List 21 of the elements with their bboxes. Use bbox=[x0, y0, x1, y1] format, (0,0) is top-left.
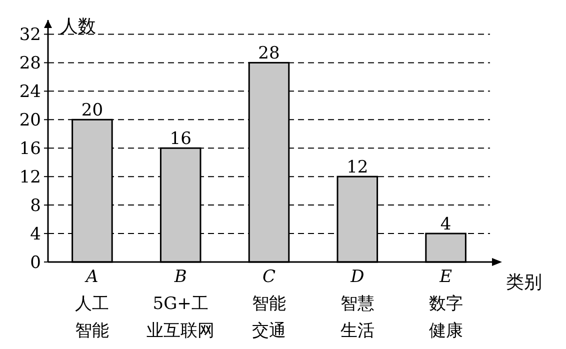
y-tick-label: 16 bbox=[19, 139, 41, 160]
x-axis-title: 类别 bbox=[506, 272, 542, 293]
y-tick-label: 8 bbox=[30, 196, 41, 216]
data-label: 28 bbox=[258, 44, 280, 64]
x-tick-label: E 数字健康 bbox=[428, 267, 463, 341]
x-tick-label: B 5G+工业互联网 bbox=[146, 267, 215, 341]
data-label: 20 bbox=[81, 100, 104, 121]
y-tick-label: 32 bbox=[19, 25, 41, 46]
y-tick-label: 28 bbox=[19, 54, 41, 74]
x-tick-label: D 智慧生活 bbox=[340, 267, 374, 341]
data-label: 16 bbox=[170, 129, 192, 150]
y-tick-label: 4 bbox=[30, 224, 41, 245]
y-tick-label: 20 bbox=[19, 110, 41, 131]
y-tick-label: 0 bbox=[30, 253, 41, 273]
x-tick-label: C 智能交通 bbox=[252, 267, 286, 341]
y-axis-title: 人数 bbox=[60, 16, 96, 37]
y-tick-label: 12 bbox=[19, 168, 41, 188]
data-label: 12 bbox=[346, 158, 368, 178]
data-label: 4 bbox=[440, 214, 452, 235]
y-tick-label: 24 bbox=[19, 82, 41, 102]
x-tick-label: A 人工智能 bbox=[75, 267, 110, 341]
